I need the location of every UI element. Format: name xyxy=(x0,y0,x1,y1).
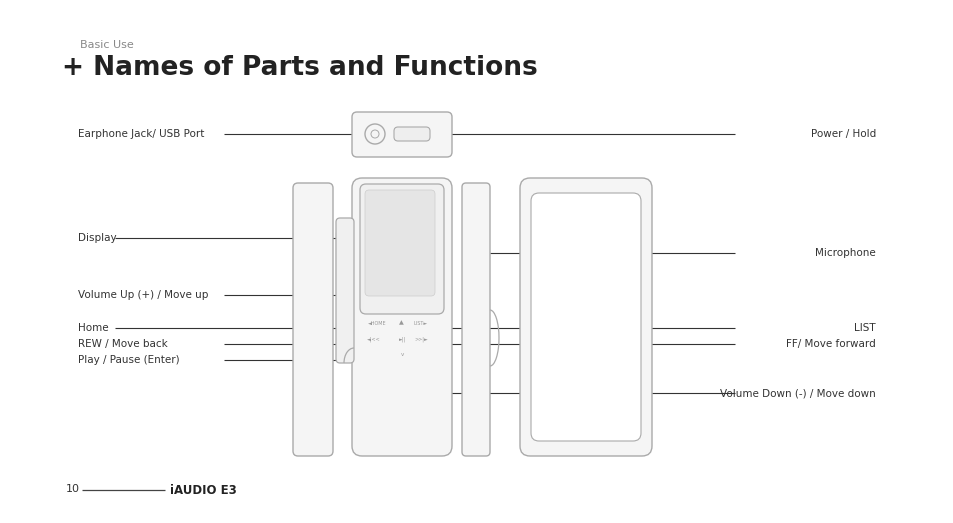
FancyBboxPatch shape xyxy=(335,218,354,363)
Text: Home: Home xyxy=(78,323,109,333)
Text: Microphone: Microphone xyxy=(815,248,875,258)
Text: >>|►: >>|► xyxy=(414,337,427,343)
Text: iAUDIO E3: iAUDIO E3 xyxy=(170,484,236,497)
Text: ◄|<<: ◄|<< xyxy=(367,337,380,343)
FancyBboxPatch shape xyxy=(365,190,435,296)
Text: FF/ Move forward: FF/ Move forward xyxy=(785,339,875,349)
FancyBboxPatch shape xyxy=(461,183,490,456)
Text: ▲: ▲ xyxy=(398,320,403,325)
Text: LIST: LIST xyxy=(854,323,875,333)
Text: v: v xyxy=(400,352,404,357)
FancyBboxPatch shape xyxy=(352,178,452,456)
Text: Volume Down (-) / Move down: Volume Down (-) / Move down xyxy=(720,388,875,398)
FancyBboxPatch shape xyxy=(519,178,651,456)
FancyBboxPatch shape xyxy=(293,183,333,456)
Text: ►||: ►|| xyxy=(398,337,406,343)
Text: Earphone Jack/ USB Port: Earphone Jack/ USB Port xyxy=(78,129,204,139)
Text: Play / Pause (Enter): Play / Pause (Enter) xyxy=(78,355,179,365)
Text: REW / Move back: REW / Move back xyxy=(78,339,168,349)
Text: Basic Use: Basic Use xyxy=(80,40,133,50)
Text: Volume Up (+) / Move up: Volume Up (+) / Move up xyxy=(78,290,208,300)
Text: Display: Display xyxy=(78,233,116,243)
FancyBboxPatch shape xyxy=(352,112,452,157)
Text: Power / Hold: Power / Hold xyxy=(810,129,875,139)
Text: 10: 10 xyxy=(66,484,80,494)
Text: ◄HOME: ◄HOME xyxy=(368,321,386,326)
Text: LIST►: LIST► xyxy=(414,321,428,326)
Text: + Names of Parts and Functions: + Names of Parts and Functions xyxy=(62,55,537,81)
FancyBboxPatch shape xyxy=(531,193,640,441)
FancyBboxPatch shape xyxy=(359,184,443,314)
FancyBboxPatch shape xyxy=(394,127,430,141)
